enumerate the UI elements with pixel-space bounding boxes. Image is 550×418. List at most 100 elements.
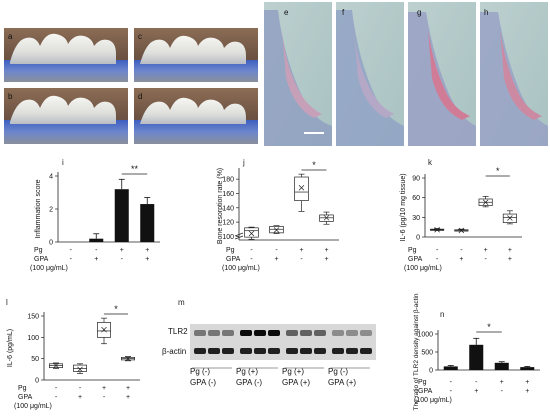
y-axis-label: IL-6 (pg/10 mg tissue)	[400, 173, 407, 241]
y-tick-label: 120	[222, 220, 234, 227]
condition-gpa-label: GPA	[226, 256, 241, 263]
condition-pg-label: Pg	[18, 385, 27, 392]
condition-gpa-sign: +	[324, 256, 328, 263]
y-tick-label: 500	[421, 350, 433, 357]
blot-label-actin: β-actin	[162, 347, 187, 356]
condition-pg-label: Pg	[408, 247, 417, 254]
condition-gpa-sign: -	[450, 388, 453, 395]
tlr2-band	[222, 330, 234, 336]
panel-label-n: n	[440, 310, 445, 319]
y-tick-label: 180	[222, 177, 234, 184]
actin-band	[254, 348, 266, 354]
condition-gpa-sign: +	[459, 256, 463, 263]
mean-marker	[77, 366, 83, 373]
y-tick-label: 30	[412, 215, 420, 222]
blot-group-1-pg: Pg (-)	[190, 367, 210, 376]
tlr2-band	[268, 330, 280, 336]
bar	[469, 344, 484, 370]
condition-gpa-note: (100 μg/mL)	[404, 265, 442, 272]
panel-label-a: a	[8, 32, 13, 41]
y-tick-label: 0	[429, 368, 433, 375]
panel-label-c: c	[138, 32, 142, 41]
section-f	[336, 2, 404, 146]
actin-band	[346, 348, 358, 354]
y-tick-label: 0	[416, 235, 420, 242]
blot-group-1: Pg (-) GPA (-)	[190, 366, 236, 388]
blot-group-1-gpa: GPA (-)	[190, 378, 217, 387]
actin-band	[268, 348, 280, 354]
significance-label: *	[496, 166, 500, 176]
condition-gpa-sign: +	[525, 388, 529, 395]
significance-label: *	[114, 304, 118, 314]
panel-label-f: f	[342, 8, 345, 17]
condition-gpa-label: GPA	[18, 394, 33, 401]
y-tick-label: 100	[222, 234, 234, 241]
condition-gpa-note: (100 μg/mL)	[222, 265, 260, 272]
tlr2-band	[208, 330, 220, 336]
condition-gpa-sign: +	[274, 256, 278, 263]
condition-pg-sign: +	[324, 247, 328, 254]
mean-marker	[323, 215, 330, 221]
condition-gpa-sign: -	[70, 256, 73, 263]
photo-c	[134, 28, 258, 82]
y-tick-label: 0	[49, 240, 53, 247]
box	[294, 176, 309, 201]
panel-label-j: j	[243, 158, 245, 167]
actin-band	[194, 348, 206, 354]
mean-marker	[273, 227, 280, 233]
bar	[114, 189, 129, 242]
condition-pg-sign: -	[475, 379, 478, 386]
photo-d	[134, 88, 258, 144]
condition-gpa-sign: +	[94, 256, 98, 263]
condition-gpa-note: (100 μg/mL)	[14, 403, 52, 410]
tlr2-band	[286, 330, 298, 336]
mean-marker	[101, 326, 107, 333]
condition-gpa-label: GPA	[418, 388, 433, 395]
condition-gpa-sign: -	[484, 256, 487, 263]
mean-marker	[434, 227, 440, 233]
condition-pg-sign: -	[450, 379, 453, 386]
condition-gpa-sign: +	[126, 394, 130, 401]
condition-gpa-sign: -	[103, 394, 106, 401]
blot-group-3-pg: Pg (+)	[282, 367, 305, 376]
panel-label-i: i	[62, 158, 64, 167]
condition-pg-sign: +	[500, 379, 504, 386]
panel-label-k: k	[428, 158, 432, 167]
y-tick-label: 90	[412, 176, 420, 183]
blot-label-tlr2: TLR2	[168, 327, 188, 336]
y-axis-label: IL-6 (pg/mL)	[7, 329, 14, 367]
condition-gpa-note: (100 μg/mL)	[30, 265, 68, 272]
tlr2-band	[332, 330, 344, 336]
y-tick-label: 100	[27, 335, 39, 342]
blot-group-4: Pg (-) GPA (+)	[328, 366, 374, 388]
blot-group-2-gpa: GPA (-)	[236, 378, 263, 387]
actin-band	[360, 348, 372, 354]
actin-band	[300, 348, 312, 354]
significance-label: **	[131, 164, 139, 174]
western-blot	[190, 324, 376, 360]
condition-gpa-sign: +	[145, 256, 149, 263]
panel-label-l: l	[6, 298, 8, 307]
condition-gpa-sign: -	[55, 394, 58, 401]
y-axis-label: The ratio of TLR2 density against β-acti…	[413, 293, 420, 410]
mean-marker	[248, 230, 255, 237]
condition-gpa-sign: +	[474, 388, 478, 395]
y-tick-label: 1000	[417, 332, 433, 339]
bar	[494, 362, 509, 370]
condition-pg-sign: +	[525, 379, 529, 386]
condition-pg-label: Pg	[226, 247, 235, 254]
mean-marker	[125, 355, 131, 362]
condition-gpa-sign: -	[501, 388, 504, 395]
chart-k: 0 30 60 90 IL-6 (pg/10 mg tissue) * Pg GPA (100 …	[400, 166, 522, 272]
significance-label: *	[487, 322, 491, 332]
mean-marker	[298, 184, 305, 191]
condition-gpa-sign: -	[121, 256, 124, 263]
condition-gpa-label: GPA	[34, 256, 49, 263]
condition-gpa-note: (100 μg/mL)	[414, 397, 452, 404]
photo-b	[4, 88, 128, 144]
condition-gpa-sign: +	[78, 394, 82, 401]
y-tick-label: 60	[412, 195, 420, 202]
y-tick-label: 0	[35, 378, 39, 385]
